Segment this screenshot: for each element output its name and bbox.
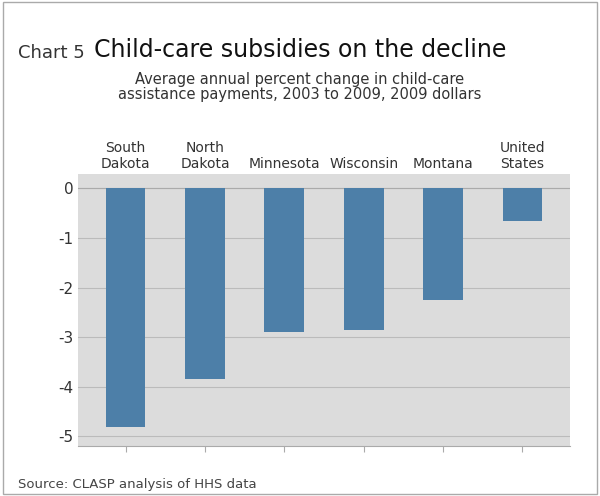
Text: United
States: United States xyxy=(500,141,545,171)
Bar xyxy=(106,188,145,427)
Bar xyxy=(423,188,463,300)
Text: Child-care subsidies on the decline: Child-care subsidies on the decline xyxy=(94,38,506,62)
Text: assistance payments, 2003 to 2009, 2009 dollars: assistance payments, 2003 to 2009, 2009 … xyxy=(118,87,482,102)
Bar xyxy=(265,188,304,332)
Text: South
Dakota: South Dakota xyxy=(101,141,151,171)
Bar xyxy=(344,188,383,330)
Text: Average annual percent change in child-care: Average annual percent change in child-c… xyxy=(136,72,464,87)
Text: Source: CLASP analysis of HHS data: Source: CLASP analysis of HHS data xyxy=(18,478,257,491)
Bar xyxy=(503,188,542,221)
Text: North
Dakota: North Dakota xyxy=(180,141,230,171)
Bar xyxy=(185,188,225,379)
Text: Montana: Montana xyxy=(413,157,473,171)
Text: Minnesota: Minnesota xyxy=(248,157,320,171)
Text: Wisconsin: Wisconsin xyxy=(329,157,398,171)
Text: Chart 5: Chart 5 xyxy=(18,44,85,62)
